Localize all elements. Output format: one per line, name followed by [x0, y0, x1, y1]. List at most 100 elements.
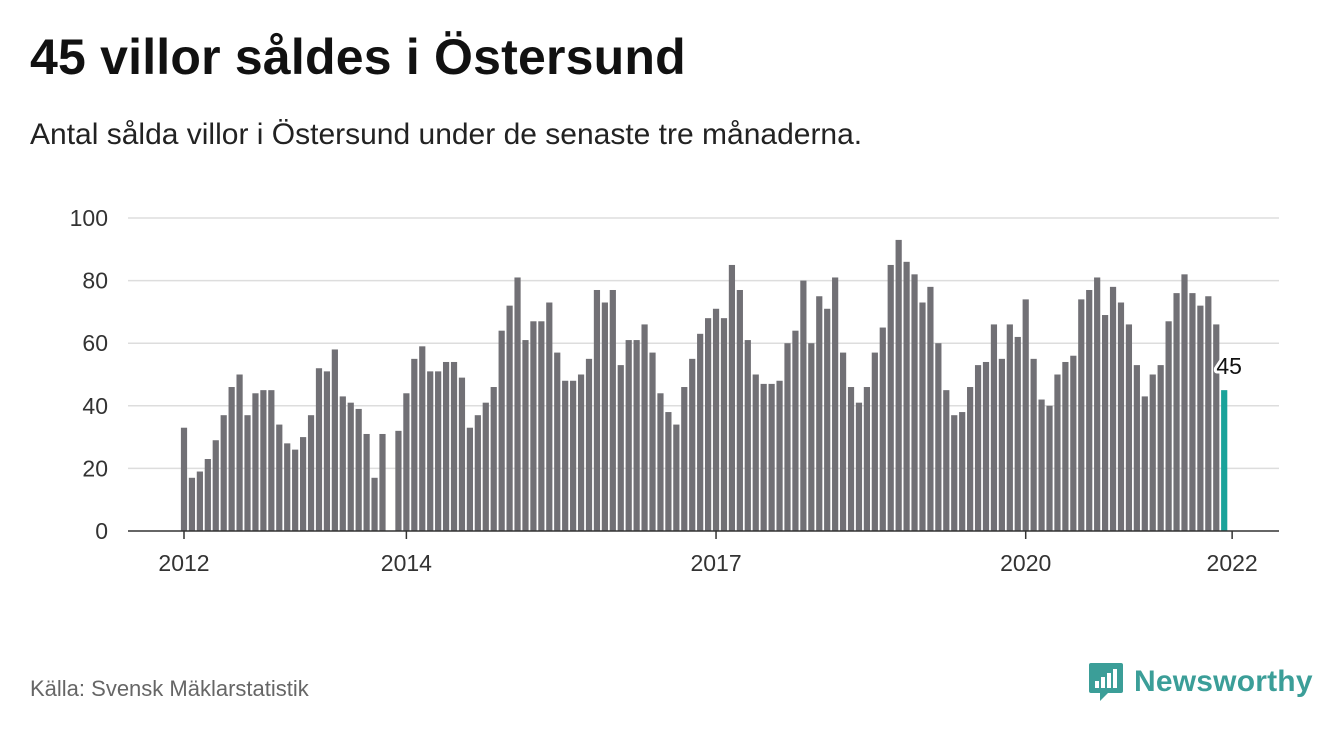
bar — [1205, 296, 1212, 531]
bar — [411, 358, 418, 531]
bar — [1133, 365, 1140, 531]
bar — [792, 330, 799, 531]
y-tick-label: 80 — [82, 268, 108, 294]
bar — [847, 387, 855, 531]
bar — [617, 365, 624, 531]
bar — [665, 412, 672, 531]
bar — [712, 308, 720, 531]
bar — [554, 352, 561, 531]
bar — [752, 374, 759, 531]
bar — [998, 358, 1005, 531]
bar — [919, 302, 926, 531]
bar — [697, 333, 704, 531]
bar — [625, 340, 632, 531]
bar — [427, 371, 434, 531]
bar-chart-speech-bubble-icon — [1089, 663, 1123, 701]
bar — [744, 340, 751, 531]
bar — [1197, 305, 1204, 531]
bar — [1157, 365, 1164, 531]
bar — [1109, 286, 1117, 531]
y-tick-label: 40 — [82, 393, 108, 419]
bar — [967, 387, 974, 531]
bar — [323, 371, 331, 531]
bar — [268, 390, 275, 531]
chart-title: 45 villor såldes i Östersund — [30, 29, 686, 85]
bar — [824, 308, 831, 531]
bar — [855, 402, 863, 531]
bar — [220, 415, 227, 531]
y-tick-label: 60 — [82, 330, 108, 356]
bar — [943, 390, 950, 531]
y-tick-label: 100 — [70, 205, 108, 231]
bar — [585, 358, 593, 531]
y-tick-label: 0 — [95, 518, 108, 544]
bar — [1117, 302, 1125, 531]
bar — [212, 440, 219, 531]
bar — [1070, 355, 1077, 531]
bar — [1054, 374, 1061, 531]
y-tick-label: 20 — [82, 455, 108, 481]
bar — [689, 358, 696, 531]
bar — [236, 374, 243, 531]
bar — [1125, 324, 1133, 531]
bar — [1141, 396, 1148, 531]
bar — [839, 352, 847, 531]
bar — [292, 449, 299, 531]
bar — [911, 274, 918, 531]
bar — [355, 408, 362, 531]
bar — [951, 415, 958, 531]
brand-logo: Newsworthy — [1088, 660, 1313, 704]
bar — [1181, 274, 1188, 531]
bar — [1078, 299, 1085, 531]
bar — [498, 330, 505, 531]
bar — [990, 324, 998, 531]
bar — [641, 324, 648, 531]
bar — [514, 277, 521, 531]
bar — [879, 327, 886, 531]
x-tick-label: 2022 — [1207, 550, 1258, 576]
bar — [331, 349, 338, 531]
bar — [800, 280, 807, 531]
source-note: Källa: Svensk Mäklarstatistik — [30, 676, 309, 701]
bar — [570, 380, 577, 531]
bar — [403, 393, 410, 531]
bar — [649, 352, 656, 531]
bar — [347, 402, 354, 531]
bar — [903, 261, 910, 531]
bar — [315, 368, 323, 531]
bar — [1014, 336, 1021, 531]
bar — [284, 443, 291, 531]
bar — [300, 437, 307, 531]
brand-name: Newsworthy — [1134, 665, 1313, 698]
bar — [506, 305, 513, 531]
x-tick-label: 2017 — [690, 550, 741, 576]
bar — [705, 318, 712, 531]
bar — [395, 430, 402, 531]
bar — [252, 393, 259, 531]
bar — [760, 383, 767, 531]
bar — [180, 427, 188, 531]
bar — [490, 387, 497, 531]
bar — [832, 277, 839, 531]
bar — [1046, 405, 1053, 531]
bar — [927, 286, 934, 531]
bar — [419, 346, 426, 531]
annotations: 45 — [1213, 350, 1245, 382]
bar — [593, 289, 601, 531]
x-tick-label: 2020 — [1000, 550, 1051, 576]
bars — [180, 239, 1228, 531]
bar — [307, 415, 315, 531]
bar — [609, 289, 616, 531]
bar — [435, 371, 442, 531]
bar — [863, 387, 870, 531]
bar — [736, 289, 743, 531]
bar — [720, 318, 728, 531]
bar — [577, 374, 585, 531]
bar — [816, 296, 823, 531]
bar-chart: 0 20 40 60 80 100 2012 2014 2017 2020 2022 45 — [70, 205, 1279, 576]
bar — [562, 380, 569, 531]
data-label-latest: 45 — [1216, 353, 1242, 379]
bar — [935, 343, 942, 531]
bar — [530, 321, 537, 531]
bar — [371, 477, 378, 531]
